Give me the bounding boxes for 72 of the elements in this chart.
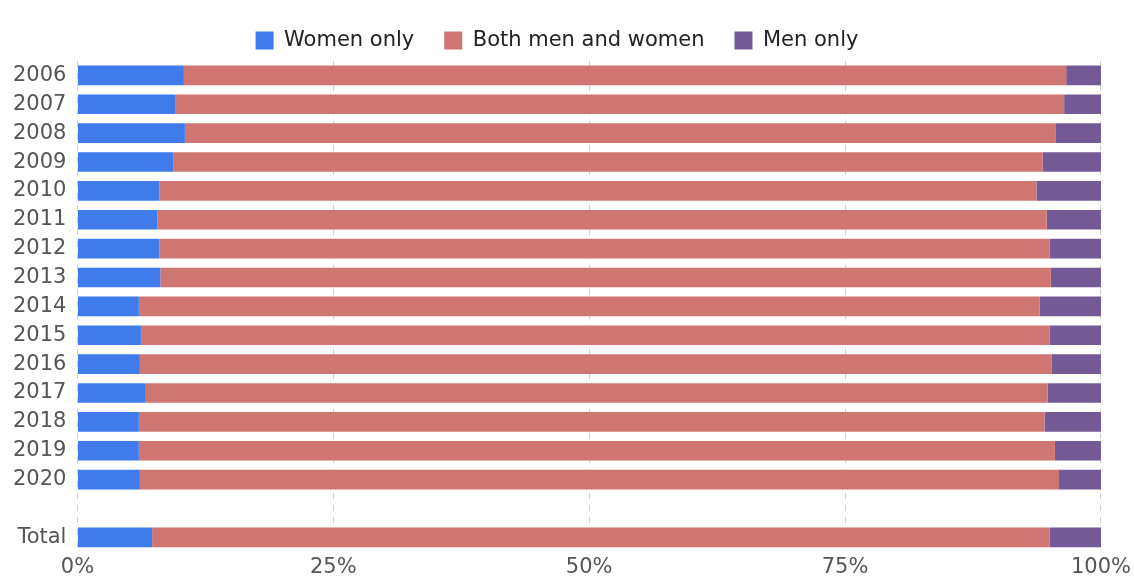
bar — [173, 152, 1043, 172]
y-tick-label: 2006 — [12, 61, 67, 86]
y-tick-label: Total — [16, 523, 67, 548]
bar — [1044, 412, 1101, 432]
bar — [1059, 469, 1101, 490]
y-tick-label: 2014 — [12, 292, 67, 317]
bar — [160, 267, 1051, 288]
bar — [183, 65, 1067, 86]
x-tick-label: 0% — [60, 553, 95, 578]
bar — [1051, 354, 1101, 374]
y-tick-label: 2016 — [12, 350, 67, 375]
y-tick-label: 2008 — [12, 119, 67, 144]
bar — [145, 383, 1048, 403]
bar — [1049, 238, 1101, 259]
y-tick-label: 2010 — [12, 177, 67, 202]
x-tick-label: 25% — [309, 553, 357, 578]
bar — [77, 469, 140, 490]
bar — [77, 527, 153, 548]
x-tick-label: 100% — [1070, 553, 1132, 578]
bar — [157, 209, 1047, 230]
bar — [1042, 152, 1101, 172]
legend-label: Men only — [762, 26, 859, 51]
bar — [159, 181, 1037, 201]
bar — [77, 412, 139, 432]
y-tick-label: 2012 — [12, 235, 67, 260]
legend-label: Women only — [284, 26, 415, 51]
y-tick-label: 2015 — [12, 321, 67, 346]
bar — [77, 238, 160, 259]
bar — [1064, 94, 1101, 115]
bar — [77, 209, 158, 230]
y-tick-label: 2018 — [12, 408, 67, 433]
bar — [1066, 65, 1101, 86]
bar — [138, 440, 1055, 461]
bar — [1036, 181, 1101, 201]
bar — [175, 94, 1065, 115]
x-tick-label: 50% — [565, 553, 613, 578]
bar — [152, 527, 1050, 548]
bar — [1055, 123, 1101, 143]
bar — [77, 267, 161, 288]
y-tick-label: 2007 — [12, 90, 67, 115]
bar — [77, 325, 141, 346]
y-tick-label: 2011 — [12, 206, 67, 231]
bar — [77, 354, 140, 374]
bar — [77, 152, 174, 172]
bar — [77, 383, 145, 403]
x-tick-label: 75% — [821, 553, 869, 578]
bar — [139, 354, 1052, 374]
bar — [140, 325, 1050, 346]
bar — [1054, 440, 1101, 461]
bar — [77, 181, 160, 201]
y-tick-label: 2019 — [12, 437, 67, 462]
bar — [1047, 383, 1101, 403]
bar — [1039, 296, 1101, 317]
y-tick-label: 2017 — [12, 379, 67, 404]
bar — [159, 238, 1050, 259]
bar — [1049, 527, 1101, 548]
bar — [1050, 267, 1101, 288]
bar — [77, 65, 184, 86]
bar — [77, 440, 139, 461]
bar — [77, 123, 185, 143]
bar — [1046, 209, 1101, 230]
y-tick-label: 2013 — [12, 263, 67, 288]
bar — [138, 412, 1045, 432]
bar — [138, 296, 1040, 317]
bar — [139, 469, 1060, 490]
bar — [77, 296, 139, 317]
y-tick-label: 2020 — [12, 466, 67, 491]
bar — [1049, 325, 1101, 346]
bar — [77, 94, 176, 115]
y-tick-label: 2009 — [12, 148, 67, 173]
legend-label: Both men and women — [472, 26, 705, 51]
bar — [184, 123, 1056, 143]
